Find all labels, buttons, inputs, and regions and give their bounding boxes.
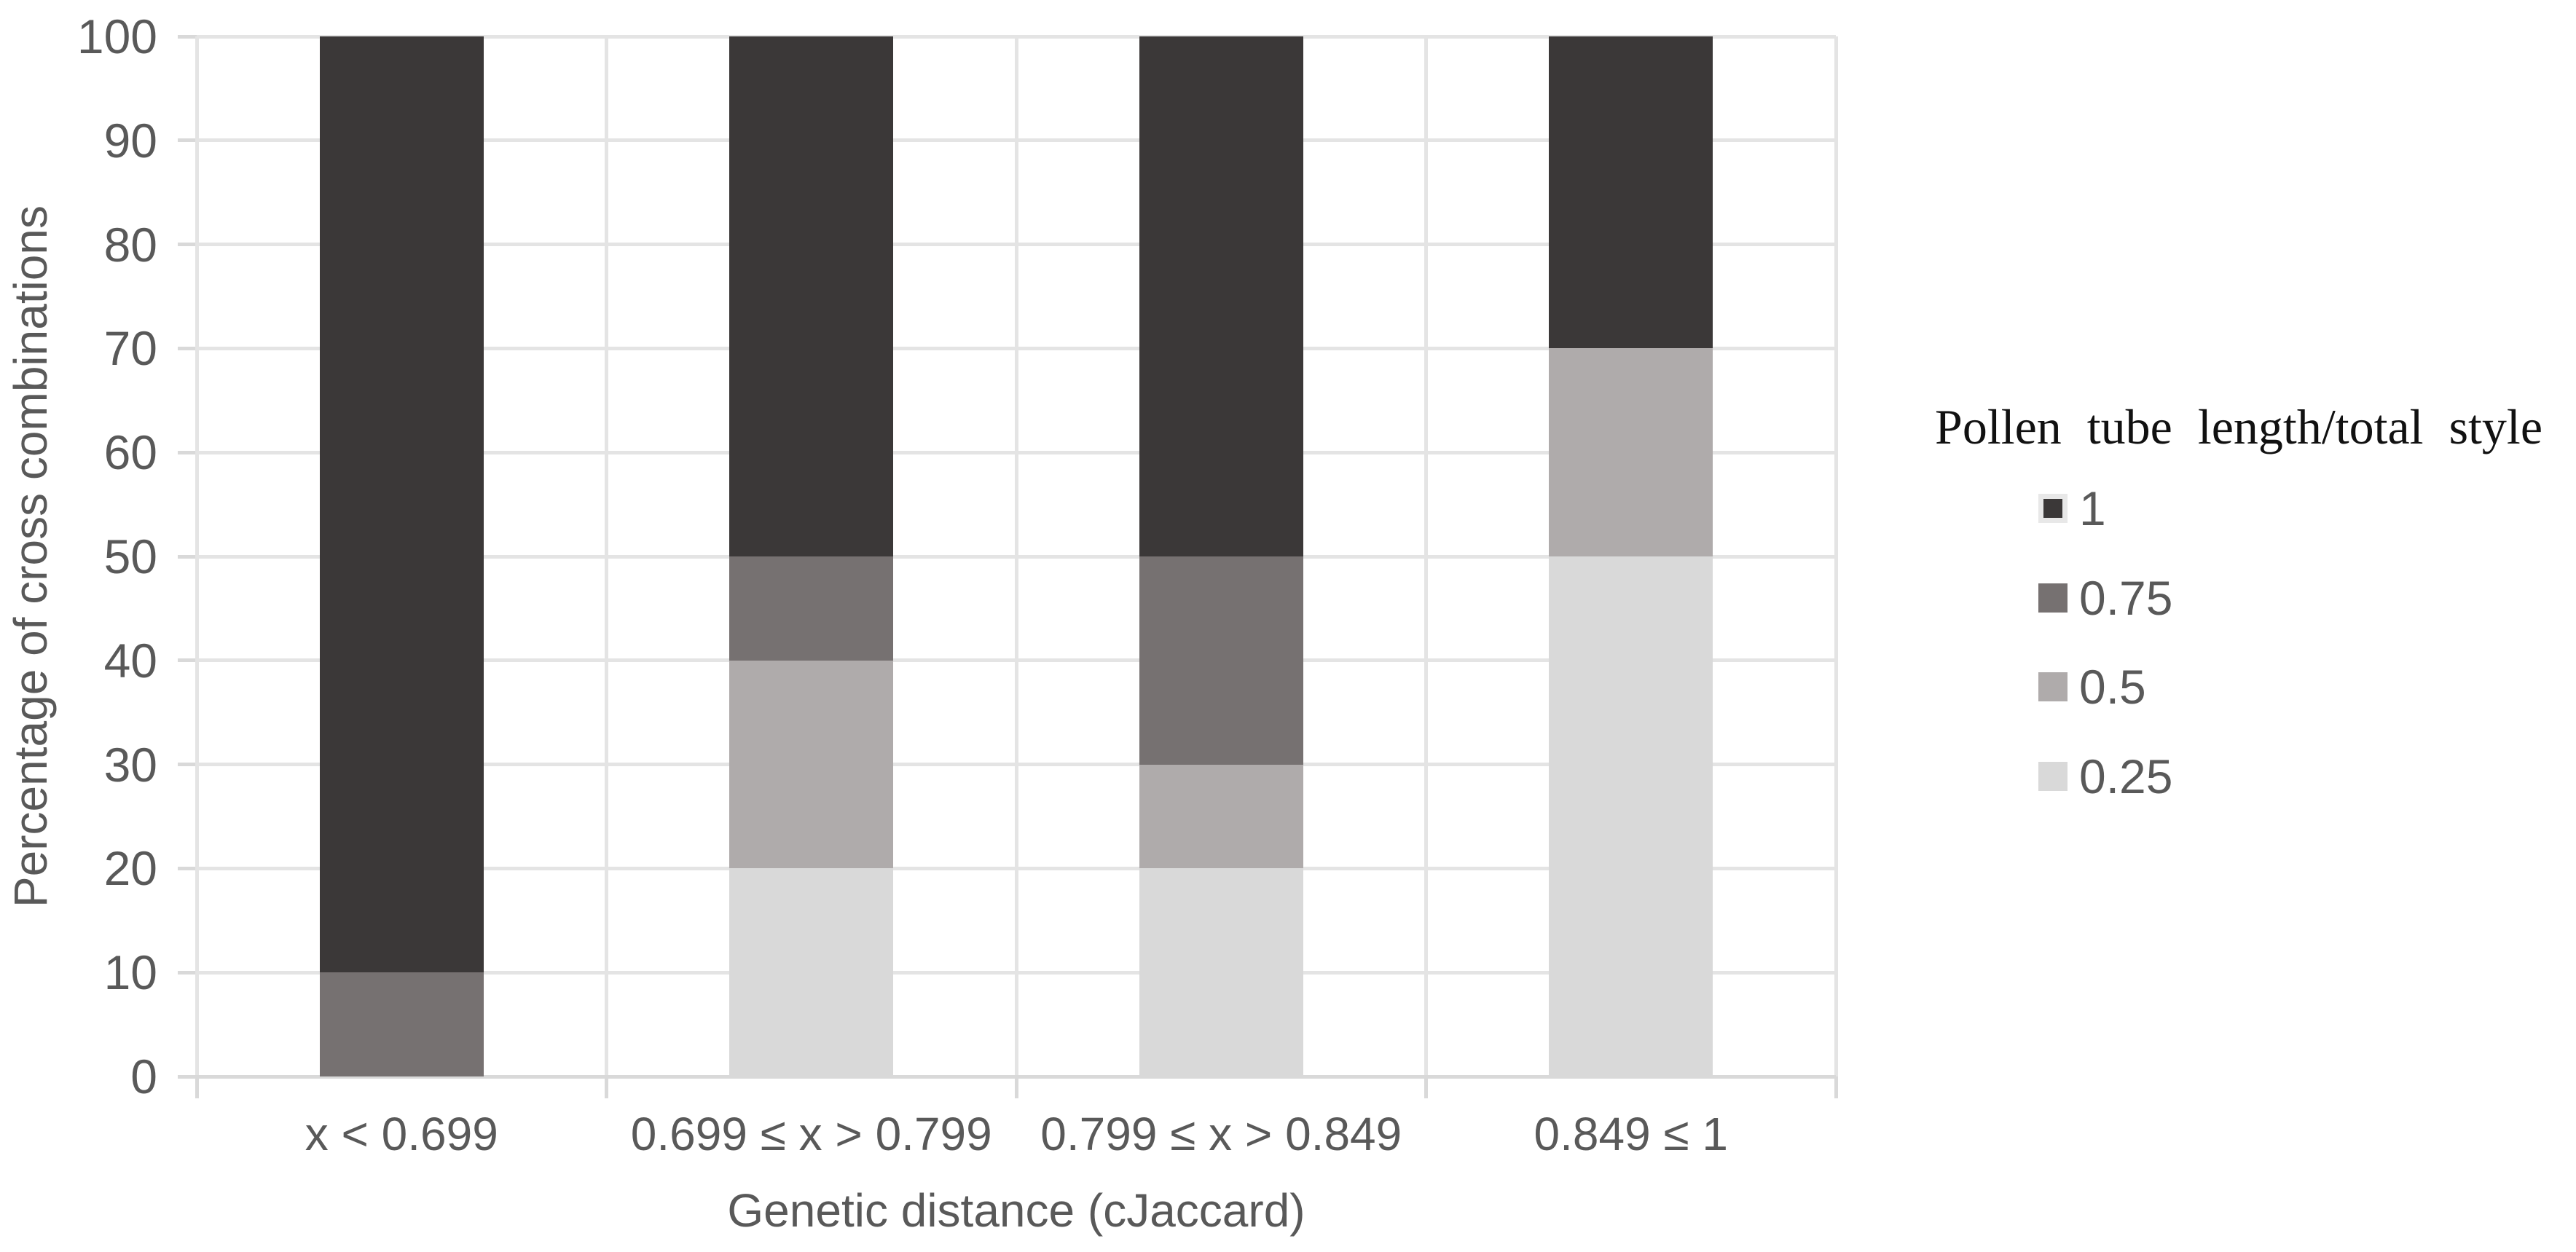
bar-segment: [1549, 36, 1713, 349]
bar-segment: [729, 556, 894, 661]
x-axis-tick: [1014, 1076, 1018, 1098]
x-axis-tick: [605, 1076, 608, 1098]
y-axis-tick-label: 0: [130, 1050, 157, 1103]
legend-item: 1: [2038, 479, 2106, 538]
x-gridline: [1014, 36, 1018, 1076]
legend-item-label: 0.25: [2079, 749, 2173, 803]
bar-segment: [729, 36, 894, 556]
y-axis-tick-label: 70: [103, 321, 157, 376]
y-axis-tick: [178, 866, 197, 870]
y-axis-tick: [178, 658, 197, 663]
x-gridline: [1424, 36, 1428, 1076]
y-axis-tick-label: 20: [103, 841, 157, 896]
legend-swatch: [2038, 583, 2068, 613]
x-axis-tick: [1424, 1076, 1428, 1098]
x-gridline: [195, 36, 199, 1076]
x-axis-title: Genetic distance (cJaccard): [727, 1184, 1305, 1237]
bar-segment: [1139, 764, 1303, 869]
x-axis-tick: [1834, 1076, 1838, 1098]
bar-segment: [729, 660, 894, 869]
bar-segment: [1549, 556, 1713, 1076]
legend-swatch: [2038, 672, 2068, 702]
x-axis-category-label: 0.799 ≤ x > 0.849: [1040, 1108, 1402, 1160]
y-axis-tick: [178, 554, 197, 559]
bar-segment: [1139, 36, 1303, 556]
bar-segment: [1139, 556, 1303, 765]
y-axis-tick-label: 80: [103, 217, 157, 272]
legend-swatch-inner: [2043, 499, 2062, 518]
y-axis-tick-label: 40: [103, 633, 157, 688]
x-axis-category-label: x < 0.699: [305, 1108, 498, 1160]
legend-item: 0.5: [2038, 658, 2146, 716]
bar-segment: [319, 972, 484, 1076]
bar-segment: [729, 868, 894, 1076]
y-axis-tick: [178, 34, 197, 39]
x-axis-category-label: 0.699 ≤ x > 0.799: [630, 1108, 992, 1160]
x-axis-line: [178, 1074, 1836, 1079]
y-axis-tick: [178, 243, 197, 247]
y-axis-tick: [178, 138, 197, 143]
legend-item-label: 0.75: [2079, 570, 2173, 625]
y-axis-tick-label: 10: [103, 945, 157, 1000]
x-axis-category-label: 0.849 ≤ 1: [1534, 1108, 1728, 1160]
legend-item: 0.25: [2038, 747, 2172, 806]
y-axis-tick-label: 90: [103, 113, 157, 168]
x-gridline: [1834, 36, 1838, 1076]
y-axis-tick: [178, 346, 197, 350]
legend-item: 0.75: [2038, 569, 2172, 627]
bar-segment: [319, 36, 484, 973]
bar-segment: [1549, 348, 1713, 556]
legend-swatch: [2038, 494, 2068, 523]
legend-item-label: 1: [2079, 481, 2106, 535]
legend-title: Pollen tube length/total style: [1935, 399, 2543, 454]
legend-swatch: [2038, 762, 2068, 791]
x-gridline: [605, 36, 608, 1076]
y-axis-tick-label: 100: [76, 9, 157, 63]
y-axis-tick-label: 30: [103, 737, 157, 792]
y-axis-tick: [178, 450, 197, 454]
x-axis-tick: [195, 1076, 199, 1098]
y-axis-tick: [178, 970, 197, 975]
y-axis-tick-label: 60: [103, 425, 157, 480]
bar-segment: [1139, 868, 1303, 1076]
y-axis-tick-label: 50: [103, 529, 157, 583]
legend-item-label: 0.5: [2079, 660, 2146, 714]
y-axis-tick: [178, 763, 197, 767]
